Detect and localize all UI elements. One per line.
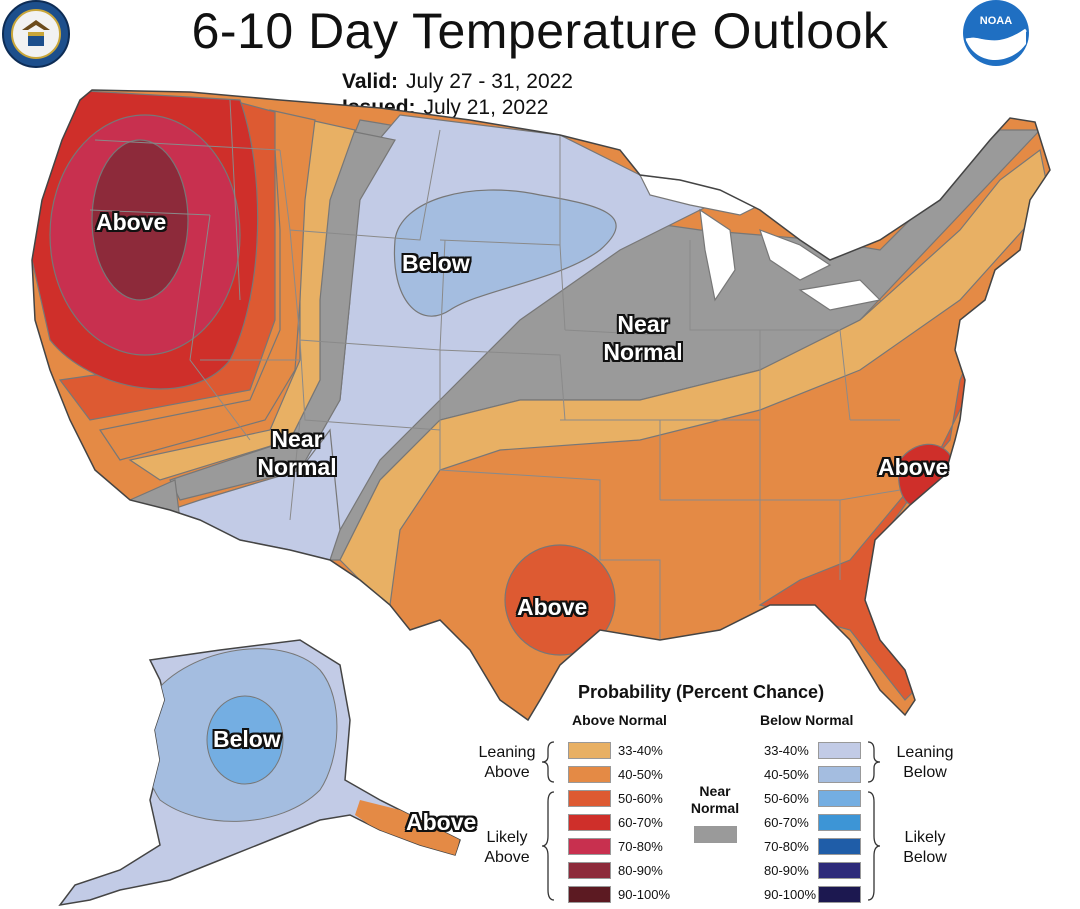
valid-line: Valid: July 27 - 31, 2022 — [342, 70, 573, 94]
legend-below-range: 90-100% — [764, 887, 817, 902]
legend-above-swatch — [568, 814, 611, 831]
above-texas-50-zone — [504, 544, 616, 656]
legend-leaning-below: Leaning Below — [888, 743, 962, 783]
noaa-logo-icon: NOAA — [963, 0, 1029, 66]
legend-below-swatch — [818, 862, 861, 879]
valid-value: July 27 - 31, 2022 — [406, 70, 573, 93]
label-texas-above: Above — [517, 594, 588, 620]
label-west-near-normal: Near Normal — [242, 425, 352, 481]
legend-near-line2: Normal — [690, 800, 740, 816]
legend-above-header: Above Normal — [572, 712, 667, 728]
legend-above-swatch — [568, 742, 611, 759]
label-carolina-above: Above — [878, 454, 949, 480]
legend-likely-below-line2: Below — [903, 849, 947, 866]
legend-likely-above: Likely Above — [472, 828, 542, 868]
legend-leaning-above-line2: Above — [484, 764, 530, 781]
label-west-near-line2: Normal — [257, 454, 337, 480]
legend-below-range: 40-50% — [764, 767, 809, 782]
legend-brace-below-icon — [867, 741, 881, 901]
label-midwest-near-normal: Near Normal — [588, 310, 698, 366]
commerce-seal-icon — [2, 0, 70, 68]
legend-leaning-above-line1: Leaning — [478, 744, 536, 761]
page-title: 6-10 Day Temperature Outlook — [191, 3, 889, 59]
legend-brace-above-icon — [541, 741, 555, 901]
label-midwest-near-line1: Near — [617, 311, 669, 337]
legend-above-swatch — [568, 790, 611, 807]
above-west-40-zone — [99, 109, 316, 461]
legend-leaning-below-line2: Below — [903, 764, 947, 781]
great-lakes — [638, 174, 882, 311]
valid-label: Valid: — [342, 70, 399, 93]
legend-below-header: Below Normal — [760, 712, 854, 728]
legend-leaning-below-line1: Leaning — [896, 744, 954, 761]
legend-above-range: 60-70% — [618, 815, 663, 830]
legend-likely-below-line1: Likely — [904, 829, 946, 846]
label-plains-below: Below — [402, 250, 470, 276]
label-west-near-line1: Near — [271, 426, 323, 452]
alaska-panhandle-above-zone — [355, 800, 460, 858]
legend-near-line1: Near — [699, 783, 731, 799]
legend-below-range: 50-60% — [764, 791, 809, 806]
alaska-below-50-zone — [206, 695, 284, 785]
legend-above-range: 33-40% — [618, 743, 663, 758]
legend-above-swatch — [568, 862, 611, 879]
legend-likely-above-line2: Above — [484, 849, 530, 866]
legend-below-swatch — [818, 742, 861, 759]
legend-below-swatch — [818, 838, 861, 855]
legend-above-range: 40-50% — [618, 767, 663, 782]
state-borders — [89, 99, 901, 640]
legend-below-swatch — [818, 790, 861, 807]
legend-near-normal-label: Near Normal — [682, 783, 748, 817]
label-alaska-below: Below — [213, 726, 281, 752]
legend-above-swatch — [568, 886, 611, 903]
legend-title: Probability (Percent Chance) — [578, 682, 825, 702]
legend-below-swatch — [818, 886, 861, 903]
legend-above-range: 80-90% — [618, 863, 663, 878]
legend-below-range: 70-80% — [764, 839, 809, 854]
legend-above-range: 50-60% — [618, 791, 663, 806]
legend-likely-below: Likely Below — [888, 828, 962, 868]
leaning-above-central-band — [339, 148, 1050, 607]
issued-value: July 21, 2022 — [423, 96, 549, 119]
label-midwest-near-line2: Normal — [603, 339, 683, 365]
noaa-logo-text: NOAA — [980, 15, 1012, 27]
conus-outline — [31, 89, 1051, 722]
above-pnw-80-zone — [91, 139, 189, 301]
below-plains-zone — [393, 189, 617, 317]
legend-above-swatch — [568, 838, 611, 855]
legend-below-range: 80-90% — [764, 863, 809, 878]
legend-above-swatch — [568, 766, 611, 783]
legend-near-normal-swatch — [694, 826, 737, 843]
legend-below-swatch — [818, 766, 861, 783]
legend-below-range: 60-70% — [764, 815, 809, 830]
label-alaska-panhandle-above: Above — [406, 809, 477, 835]
legend-above-range: 70-80% — [618, 839, 663, 854]
legend-below-range: 33-40% — [764, 743, 809, 758]
legend-above-range: 90-100% — [618, 887, 671, 902]
legend-leaning-above: Leaning Above — [472, 743, 542, 783]
legend-likely-above-line1: Likely — [486, 829, 528, 846]
legend-below-swatch — [818, 814, 861, 831]
label-pnw-above: Above — [96, 209, 167, 235]
